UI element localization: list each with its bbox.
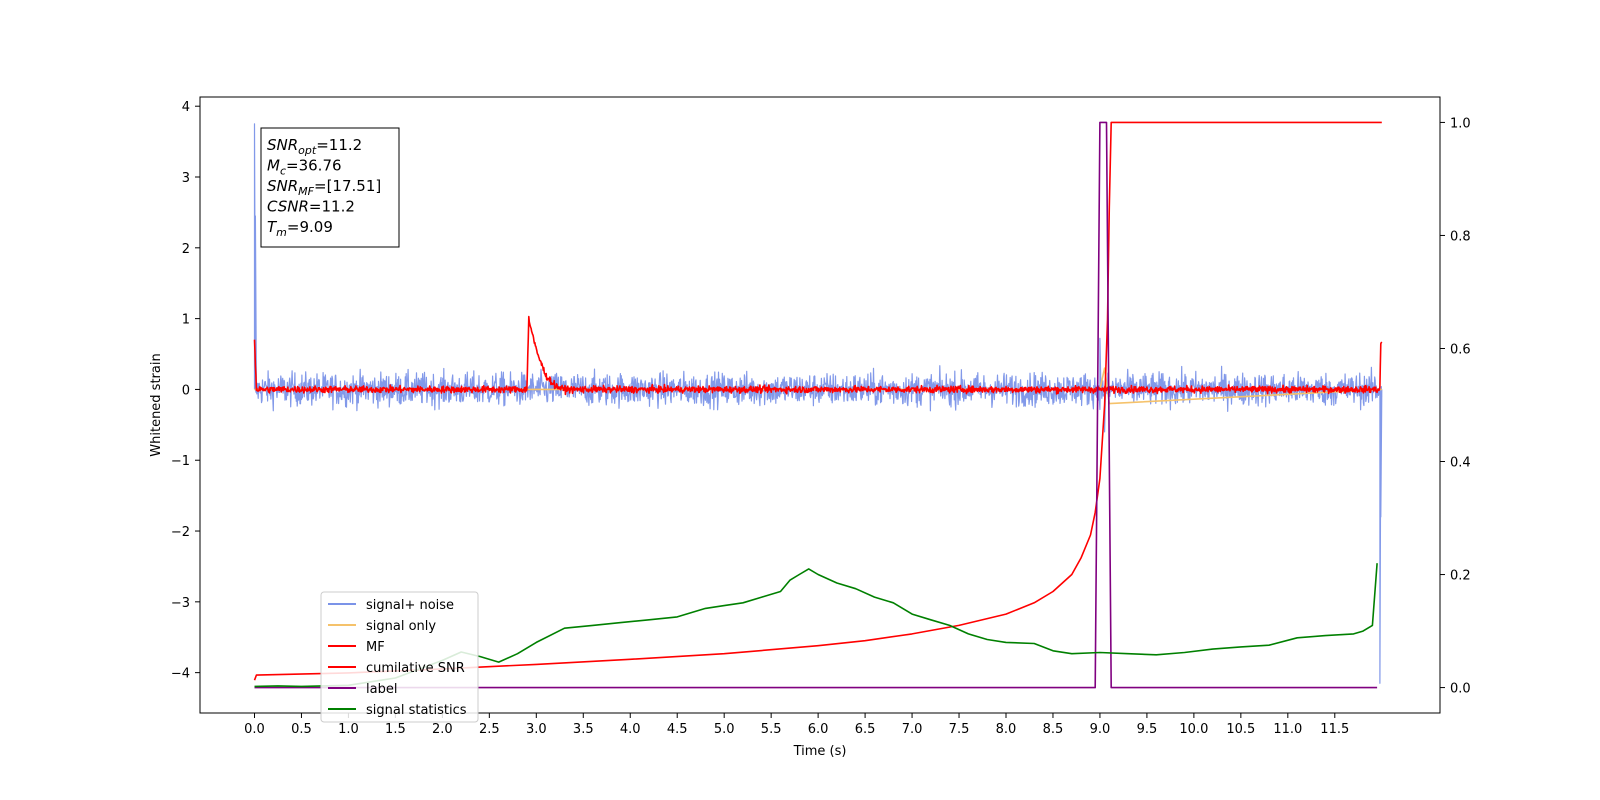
y-axis-label: Whitened strain (149, 353, 164, 456)
y2-tick-label: 0.0 (1450, 682, 1471, 697)
y2-tick-label: 0.4 (1450, 456, 1471, 471)
x-tick-label: 8.0 (996, 722, 1017, 737)
y2-tick-label: 0.6 (1450, 342, 1471, 357)
annotation-line: SNRMF=[17.51] (267, 177, 381, 198)
y-tick-label: −3 (171, 596, 190, 611)
legend-entry: signal statistics (366, 703, 467, 718)
y-tick-label: −2 (171, 525, 190, 540)
x-tick-label: 4.5 (667, 722, 688, 737)
x-tick-label: 3.5 (573, 722, 594, 737)
series-line-6 (254, 563, 1378, 688)
y-tick-label: 1 (182, 313, 190, 328)
y2-tick-label: 0.2 (1450, 569, 1471, 584)
x-tick-label: 6.0 (808, 722, 829, 737)
y-tick-label: 4 (182, 100, 190, 115)
x-tick-label: 10.0 (1179, 722, 1208, 737)
x-tick-label: 1.5 (385, 722, 406, 737)
x-tick-label: 0.0 (244, 722, 265, 737)
legend-entry: label (366, 682, 397, 697)
annotation-line: Tm=9.09 (267, 218, 333, 239)
x-tick-label: 5.5 (761, 722, 782, 737)
x-tick-label: 11.5 (1320, 722, 1349, 737)
y-tick-label: 2 (182, 242, 190, 257)
annotation-line: CSNR=11.2 (267, 198, 355, 216)
legend-entry: signal only (366, 619, 436, 634)
legend: signal+ noise signal only MF cumilative SNR… (320, 591, 479, 723)
x-tick-label: 5.0 (714, 722, 735, 737)
x-tick-label: 11.0 (1273, 722, 1302, 737)
legend-frame (320, 591, 479, 723)
x-tick-label: 2.5 (479, 722, 500, 737)
series-line-3 (253, 315, 1383, 396)
series-line-4 (253, 121, 1382, 681)
y-tick-label: −4 (171, 667, 190, 682)
legend-entry: MF (366, 640, 385, 655)
annotation-box: SNRopt=11.2Mc=36.76SNRMF=[17.51]CSNR=11.… (260, 127, 400, 248)
x-tick-label: 7.5 (949, 722, 970, 737)
tick-layer: 0.0 0.5 1.0 1.5 2.0 2.5 3.0 3.5 4.0 4.5 5.0 5.5 6.0 6… (171, 100, 1471, 737)
x-tick-label: 3.0 (526, 722, 547, 737)
legend-entry: signal+ noise (366, 598, 454, 613)
x-tick-label: 8.5 (1043, 722, 1064, 737)
y2-tick-label: 0.8 (1450, 229, 1471, 244)
x-axis-label: Time (s) (793, 744, 847, 759)
x-tick-label: 6.5 (855, 722, 876, 737)
x-tick-label: 1.0 (338, 722, 359, 737)
annotation-line: SNRopt=11.2 (267, 136, 362, 157)
annotation-line: Mc=36.76 (267, 157, 342, 178)
y-tick-label: 0 (182, 383, 190, 398)
x-tick-label: 4.0 (620, 722, 641, 737)
legend-entry: cumilative SNR (366, 661, 465, 676)
y-tick-label: 3 (182, 171, 190, 186)
y-tick-label: −1 (171, 454, 190, 469)
x-tick-label: 0.5 (291, 722, 312, 737)
series-layer (253, 121, 1383, 689)
x-tick-label: 9.5 (1137, 722, 1158, 737)
x-tick-label: 2.0 (432, 722, 453, 737)
series-line-5 (254, 121, 1378, 689)
annotation-frame (260, 127, 400, 248)
x-tick-label: 9.0 (1090, 722, 1111, 737)
x-tick-label: 7.0 (902, 722, 923, 737)
y2-tick-label: 1.0 (1450, 116, 1471, 131)
x-tick-label: 10.5 (1226, 722, 1255, 737)
